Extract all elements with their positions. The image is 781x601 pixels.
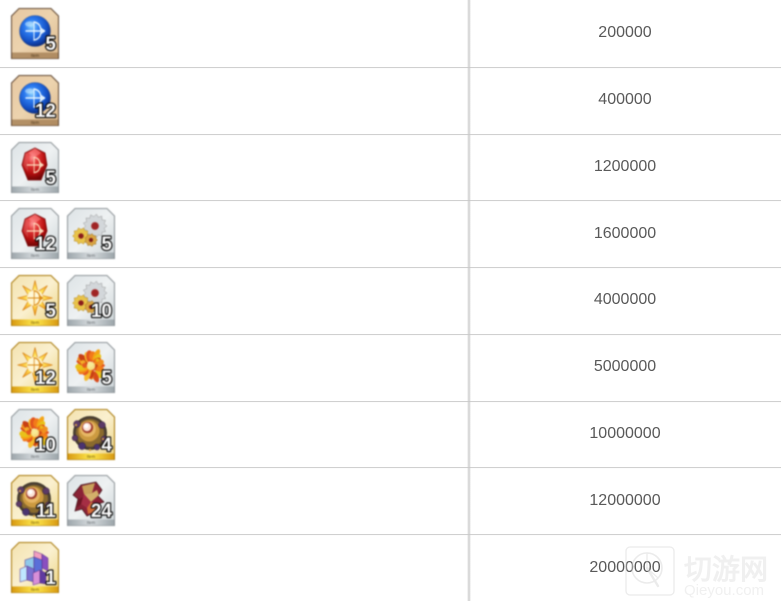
svg-text:12: 12 — [35, 101, 56, 122]
svg-text:切游网: 切游网 — [684, 554, 768, 585]
svg-text:Item: Item — [31, 53, 40, 58]
svg-text:1: 1 — [45, 568, 56, 589]
svg-text:12: 12 — [35, 234, 56, 255]
svg-text:24: 24 — [91, 501, 113, 522]
svg-text:Item: Item — [31, 187, 40, 192]
svg-text:5: 5 — [45, 168, 56, 189]
svg-text:4: 4 — [101, 435, 112, 456]
svg-text:Item: Item — [87, 454, 96, 459]
svg-text:5: 5 — [101, 368, 112, 389]
svg-text:Item: Item — [31, 587, 40, 592]
svg-text:10: 10 — [91, 301, 112, 322]
svg-text:5: 5 — [45, 301, 56, 322]
svg-text:Item: Item — [87, 253, 96, 258]
svg-text:5: 5 — [101, 234, 112, 255]
svg-text:Item: Item — [31, 320, 40, 325]
svg-text:5: 5 — [45, 34, 56, 55]
svg-text:Qieyou.com: Qieyou.com — [684, 582, 764, 599]
svg-text:10: 10 — [35, 435, 56, 456]
svg-text:Item: Item — [87, 387, 96, 392]
svg-text:11: 11 — [36, 501, 57, 522]
svg-text:12: 12 — [35, 368, 56, 389]
